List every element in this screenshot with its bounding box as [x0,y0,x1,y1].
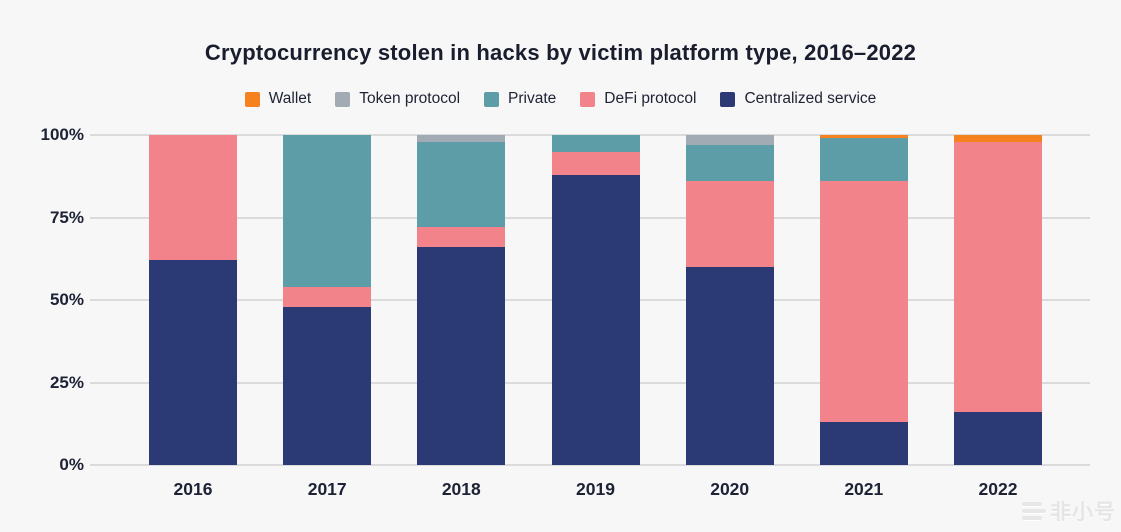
bar-segment-2022-wallet [954,135,1042,142]
bar-segment-2020-centralized-service [685,267,774,465]
bar-segment-2019-private [551,135,640,152]
watermark-text: 非小号 [1050,501,1116,524]
bar-2018 [417,135,506,465]
legend-label: Private [508,90,557,107]
legend-item: Private [484,90,556,108]
chart-legend: Wallet Token protocol Private DeFi protocol… [0,90,1121,108]
watermark: 非小号 [1022,496,1116,526]
legend-label: DeFi protocol [604,90,697,107]
bar-segment-2021-centralized-service [819,422,908,465]
bar-segment-2016-centralized-service [149,260,237,465]
bar-segment-2021-defi-protocol [819,181,908,423]
bar-2019 [551,135,640,465]
bar-segment-2018-private [417,141,506,228]
bar-segment-2017-defi-protocol [283,286,372,307]
chart-title: Cryptocurrency stolen in hacks by victim… [204,40,917,65]
legend-item: Token protocol [335,90,460,108]
legend-swatch-icon [484,91,500,107]
gridline [90,134,1090,136]
bar-segment-2021-private [819,138,908,182]
legend-item: Centralized service [720,90,876,108]
bar-2022 [954,135,1042,465]
legend-swatch-icon [244,91,260,107]
y-axis-label: 25% [49,372,84,392]
x-axis-label-2020: 2020 [710,479,750,499]
bar-segment-2019-defi-protocol [551,151,640,175]
x-axis: 2016 2017 2018 2019 2020 2021 2022 [90,479,1090,505]
x-axis-label-2016: 2016 [173,479,213,499]
legend-swatch-icon [720,91,736,107]
bar-segment-2018-centralized-service [417,247,506,465]
bar-segment-2018-token-protocol [417,135,506,142]
legend-item: DeFi protocol [580,90,696,108]
legend-item: Wallet [244,90,312,108]
bar-2021 [819,135,908,465]
x-axis-label-2018: 2018 [441,479,481,499]
bar-segment-2018-defi-protocol [417,227,506,248]
legend-swatch-icon [335,91,351,107]
bar-segment-2016-defi-protocol [149,135,237,261]
plot-area [90,134,1090,466]
legend-swatch-icon [580,91,596,107]
bar-segment-2021-wallet [819,135,908,139]
bar-segment-2020-private [685,144,774,182]
y-axis-label: 75% [49,207,84,227]
bar-segment-2017-private [283,135,372,287]
bar-2017 [283,135,372,465]
x-axis-label-2021: 2021 [844,479,884,499]
y-axis: 0% 25% 50% 75% 100% [0,126,84,473]
x-axis-label-2022: 2022 [978,479,1018,499]
x-axis-label-2019: 2019 [576,479,615,499]
bar-segment-2019-centralized-service [551,174,640,465]
y-axis-label: 50% [49,290,84,309]
bar-segment-2020-token-protocol [685,135,774,145]
y-axis-label: 0% [59,455,84,474]
y-axis-label: 100% [40,125,84,144]
bar-segment-2022-centralized-service [954,412,1042,465]
gridline [90,464,1090,466]
watermark-logo-icon [1022,502,1046,520]
bar-2020 [685,135,774,465]
x-axis-label-2017: 2017 [307,479,347,499]
bar-segment-2017-centralized-service [283,306,372,465]
legend-label: Centralized service [744,90,877,107]
bar-segment-2022-defi-protocol [954,141,1042,413]
legend-label: Wallet [268,90,312,107]
legend-label: Token protocol [359,90,461,107]
bar-2016 [149,135,237,465]
bar-segment-2020-defi-protocol [685,181,774,267]
